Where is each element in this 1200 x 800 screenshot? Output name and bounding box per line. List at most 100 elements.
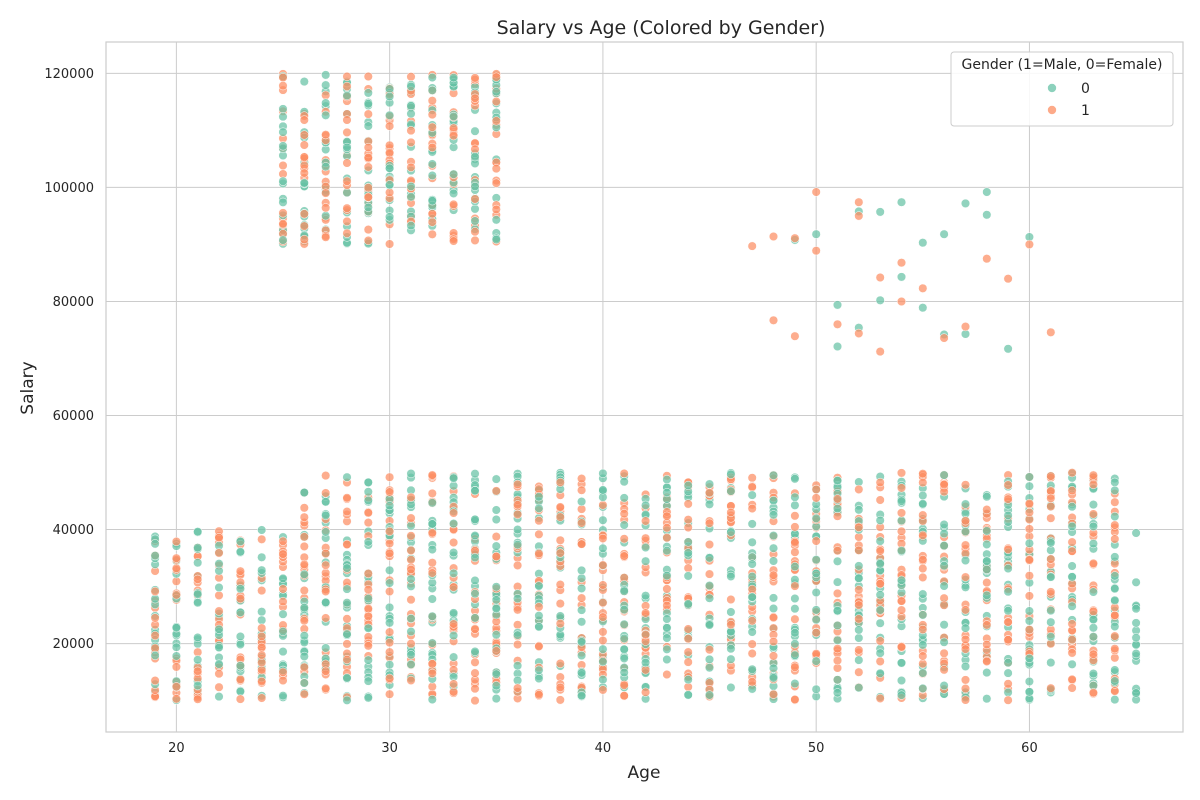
data-point-gender-1 bbox=[363, 142, 373, 153]
data-point-gender-0 bbox=[811, 587, 821, 598]
data-point-gender-1 bbox=[491, 96, 501, 107]
data-point-gender-1 bbox=[555, 512, 565, 522]
data-point-gender-0 bbox=[1131, 604, 1141, 614]
data-point-gender-0 bbox=[1003, 606, 1013, 616]
data-point-gender-0 bbox=[427, 694, 437, 705]
data-point-gender-1 bbox=[982, 578, 992, 588]
data-point-gender-0 bbox=[1088, 623, 1098, 633]
data-point-gender-0 bbox=[704, 654, 715, 664]
data-point-gender-1 bbox=[619, 509, 629, 519]
data-point-gender-1 bbox=[299, 152, 309, 162]
data-point-gender-0 bbox=[427, 611, 437, 621]
data-point-gender-0 bbox=[321, 70, 331, 80]
data-point-gender-1 bbox=[726, 620, 736, 630]
data-point-gender-1 bbox=[1024, 591, 1034, 601]
data-point-gender-0 bbox=[1067, 502, 1077, 512]
data-point-gender-1 bbox=[214, 548, 224, 558]
data-point-gender-0 bbox=[363, 693, 373, 703]
data-point-gender-0 bbox=[1088, 521, 1098, 531]
data-point-gender-0 bbox=[449, 73, 459, 83]
data-point-gender-0 bbox=[598, 543, 608, 553]
data-point-gender-1 bbox=[257, 631, 267, 641]
data-point-gender-0 bbox=[896, 575, 907, 585]
data-point-gender-1 bbox=[896, 526, 907, 536]
data-point-gender-1 bbox=[641, 630, 651, 640]
data-point-gender-0 bbox=[918, 499, 928, 509]
data-point-gender-0 bbox=[342, 673, 352, 683]
data-point-gender-1 bbox=[790, 538, 800, 548]
data-point-gender-1 bbox=[1024, 571, 1034, 581]
data-point-gender-0 bbox=[896, 690, 907, 700]
data-point-gender-0 bbox=[662, 571, 672, 581]
data-point-gender-1 bbox=[342, 176, 352, 186]
data-point-gender-0 bbox=[214, 582, 224, 593]
data-point-gender-1 bbox=[299, 689, 309, 699]
tick-labels: 20 30 40 50 60 20000 40000 60000 80000 100000 1200… bbox=[44, 67, 1037, 756]
data-point-gender-1 bbox=[299, 168, 309, 178]
data-point-gender-0 bbox=[896, 546, 907, 556]
data-point-gender-1 bbox=[982, 254, 992, 264]
data-point-gender-1 bbox=[278, 549, 288, 559]
data-point-gender-1 bbox=[534, 690, 544, 700]
data-point-gender-1 bbox=[193, 647, 203, 657]
data-point-gender-0 bbox=[257, 552, 267, 562]
data-point-gender-0 bbox=[1131, 577, 1141, 587]
data-point-gender-0 bbox=[406, 650, 416, 660]
data-point-gender-0 bbox=[662, 474, 672, 485]
data-point-gender-0 bbox=[747, 519, 757, 529]
data-point-gender-1 bbox=[385, 548, 395, 558]
data-point-gender-1 bbox=[832, 656, 843, 666]
data-point-gender-0 bbox=[321, 98, 331, 108]
data-point-gender-0 bbox=[470, 152, 480, 162]
data-point-gender-0 bbox=[555, 611, 565, 621]
data-point-gender-0 bbox=[768, 543, 779, 553]
data-point-gender-1 bbox=[342, 614, 352, 624]
data-point-gender-0 bbox=[363, 121, 373, 131]
data-point-gender-1 bbox=[1046, 513, 1056, 523]
data-point-gender-1 bbox=[470, 624, 480, 634]
data-point-gender-1 bbox=[598, 560, 608, 570]
legend-title: Gender (1=Male, 0=Female) bbox=[962, 57, 1163, 73]
data-point-gender-0 bbox=[363, 202, 373, 212]
y-axis-label: Salary bbox=[18, 361, 38, 414]
data-point-gender-1 bbox=[171, 694, 181, 704]
data-point-gender-0 bbox=[832, 341, 843, 352]
data-point-gender-1 bbox=[960, 480, 971, 490]
data-point-gender-1 bbox=[811, 628, 821, 638]
data-point-gender-1 bbox=[704, 488, 715, 498]
data-point-gender-0 bbox=[811, 684, 821, 694]
data-point-gender-1 bbox=[1110, 644, 1120, 654]
data-point-gender-1 bbox=[577, 485, 587, 495]
data-point-gender-0 bbox=[427, 170, 437, 181]
data-point-gender-1 bbox=[513, 639, 523, 650]
data-point-gender-1 bbox=[385, 187, 395, 198]
data-point-gender-1 bbox=[278, 81, 288, 91]
data-point-gender-0 bbox=[619, 644, 629, 654]
data-point-gender-0 bbox=[1088, 615, 1098, 625]
data-point-gender-0 bbox=[257, 565, 267, 575]
data-point-gender-0 bbox=[704, 479, 715, 489]
data-point-gender-1 bbox=[1067, 648, 1077, 658]
data-point-gender-1 bbox=[918, 283, 928, 293]
data-point-gender-1 bbox=[406, 545, 416, 555]
data-point-gender-0 bbox=[598, 657, 608, 667]
data-point-gender-0 bbox=[299, 487, 309, 498]
data-point-gender-1 bbox=[1003, 544, 1013, 554]
data-point-gender-0 bbox=[811, 568, 821, 578]
data-point-gender-1 bbox=[811, 187, 821, 197]
data-point-gender-0 bbox=[875, 618, 885, 628]
data-point-gender-0 bbox=[491, 505, 501, 515]
data-point-gender-1 bbox=[555, 535, 565, 545]
data-point-gender-0 bbox=[1131, 633, 1141, 643]
data-point-gender-1 bbox=[768, 231, 779, 242]
data-point-gender-0 bbox=[832, 556, 843, 566]
data-point-gender-0 bbox=[577, 497, 587, 507]
data-point-gender-0 bbox=[1110, 595, 1120, 605]
data-point-gender-0 bbox=[790, 604, 800, 614]
data-point-gender-0 bbox=[896, 658, 907, 668]
data-point-gender-0 bbox=[470, 181, 480, 192]
data-point-gender-0 bbox=[811, 555, 821, 565]
data-point-gender-0 bbox=[1088, 587, 1098, 597]
data-point-gender-0 bbox=[534, 503, 544, 513]
data-point-gender-1 bbox=[534, 549, 544, 559]
